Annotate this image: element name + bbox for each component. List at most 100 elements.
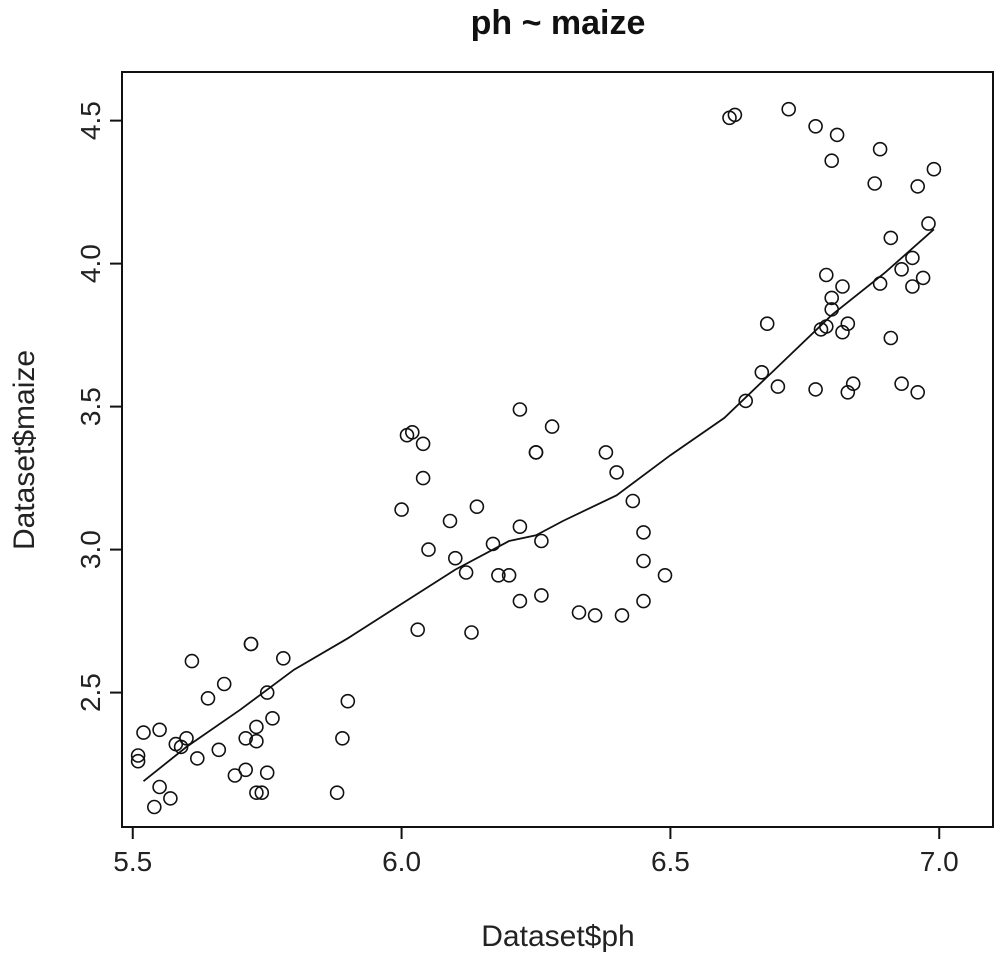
data-point	[469, 499, 485, 515]
data-point	[636, 553, 651, 569]
data-point	[254, 785, 270, 801]
data-point	[464, 625, 479, 640]
chart-title: ph ~ maize	[471, 4, 646, 42]
data-point	[824, 290, 840, 306]
data-point	[872, 276, 888, 291]
y-tick-label: 3.5	[75, 387, 106, 426]
data-point	[738, 393, 754, 409]
data-point	[910, 384, 926, 400]
data-point	[147, 799, 162, 815]
plot-frame	[121, 71, 994, 828]
smoother-line	[142, 228, 935, 782]
data-point	[163, 791, 178, 806]
data-point	[249, 785, 264, 801]
data-point	[781, 101, 797, 117]
data-point	[883, 230, 899, 246]
data-point	[727, 107, 743, 123]
x-axis: 5.5 6.0 6.5 7.0	[113, 827, 959, 877]
data-point	[587, 608, 603, 623]
data-point	[238, 762, 253, 778]
data-point	[905, 279, 920, 294]
data-point	[818, 319, 834, 334]
data-point	[238, 730, 253, 746]
data-point	[394, 502, 409, 517]
x-tick-label: 6.0	[382, 846, 421, 877]
data-point	[534, 588, 549, 603]
y-axis: 2.5 3.0 3.5 4.0 4.5	[75, 101, 122, 712]
x-tick-label: 7.0	[920, 846, 959, 877]
y-tick-label: 3.0	[75, 530, 106, 569]
data-point	[845, 376, 861, 392]
data-point	[216, 676, 232, 692]
data-point	[770, 379, 786, 394]
data-point	[259, 765, 275, 781]
x-tick-label: 5.5	[113, 846, 152, 877]
data-point	[491, 567, 506, 583]
data-point	[265, 710, 280, 726]
data-point	[512, 519, 528, 535]
data-point	[614, 608, 630, 623]
data-point	[835, 279, 850, 294]
x-tick-label: 6.5	[651, 846, 690, 877]
y-tick-label: 4.0	[75, 244, 106, 283]
data-point	[211, 742, 227, 758]
data-point	[243, 636, 259, 652]
data-point	[335, 730, 350, 746]
data-point	[829, 127, 845, 143]
data-point	[458, 565, 474, 580]
data-point	[415, 470, 431, 486]
data-point	[609, 465, 624, 480]
data-point	[249, 719, 264, 735]
data-point	[528, 445, 544, 460]
data-point	[534, 533, 549, 549]
data-point	[598, 445, 614, 460]
data-point	[136, 725, 151, 740]
data-point	[625, 493, 641, 509]
data-point	[410, 622, 426, 638]
data-point	[259, 685, 275, 700]
data-point	[544, 419, 560, 434]
data-point	[512, 402, 528, 417]
data-point	[636, 525, 651, 540]
data-point	[824, 302, 840, 317]
data-point	[894, 376, 909, 392]
data-point	[512, 593, 528, 609]
data-point	[152, 722, 167, 738]
data-point	[329, 785, 345, 801]
data-point	[179, 730, 194, 746]
y-axis-label: Dataset$maize	[8, 350, 41, 550]
data-point	[867, 176, 883, 191]
data-point	[421, 542, 436, 557]
data-point	[130, 748, 146, 763]
data-point	[130, 753, 146, 769]
data-point	[404, 424, 420, 440]
data-point	[636, 593, 651, 609]
data-point	[501, 567, 517, 583]
y-tick-label: 4.5	[75, 101, 106, 140]
x-axis-label: Dataset$ph	[481, 920, 634, 953]
data-point	[872, 141, 888, 157]
observations-series	[130, 101, 942, 815]
data-point	[657, 567, 673, 583]
data-point	[921, 216, 936, 231]
data-point	[275, 650, 291, 666]
data-point	[824, 153, 840, 168]
data-point	[905, 250, 920, 266]
data-point	[808, 119, 823, 134]
data-point	[926, 161, 942, 177]
y-tick-label: 2.5	[75, 673, 106, 712]
data-point	[840, 316, 856, 332]
data-point	[754, 364, 770, 380]
data-point	[340, 693, 356, 709]
data-point	[442, 513, 458, 529]
data-point	[190, 751, 205, 766]
data-point	[415, 436, 431, 452]
data-point	[200, 690, 216, 706]
data-point	[184, 653, 200, 669]
data-point	[894, 261, 909, 277]
data-point	[915, 270, 931, 286]
data-point	[883, 330, 899, 346]
smoother-series	[142, 228, 935, 782]
data-point	[152, 779, 167, 795]
